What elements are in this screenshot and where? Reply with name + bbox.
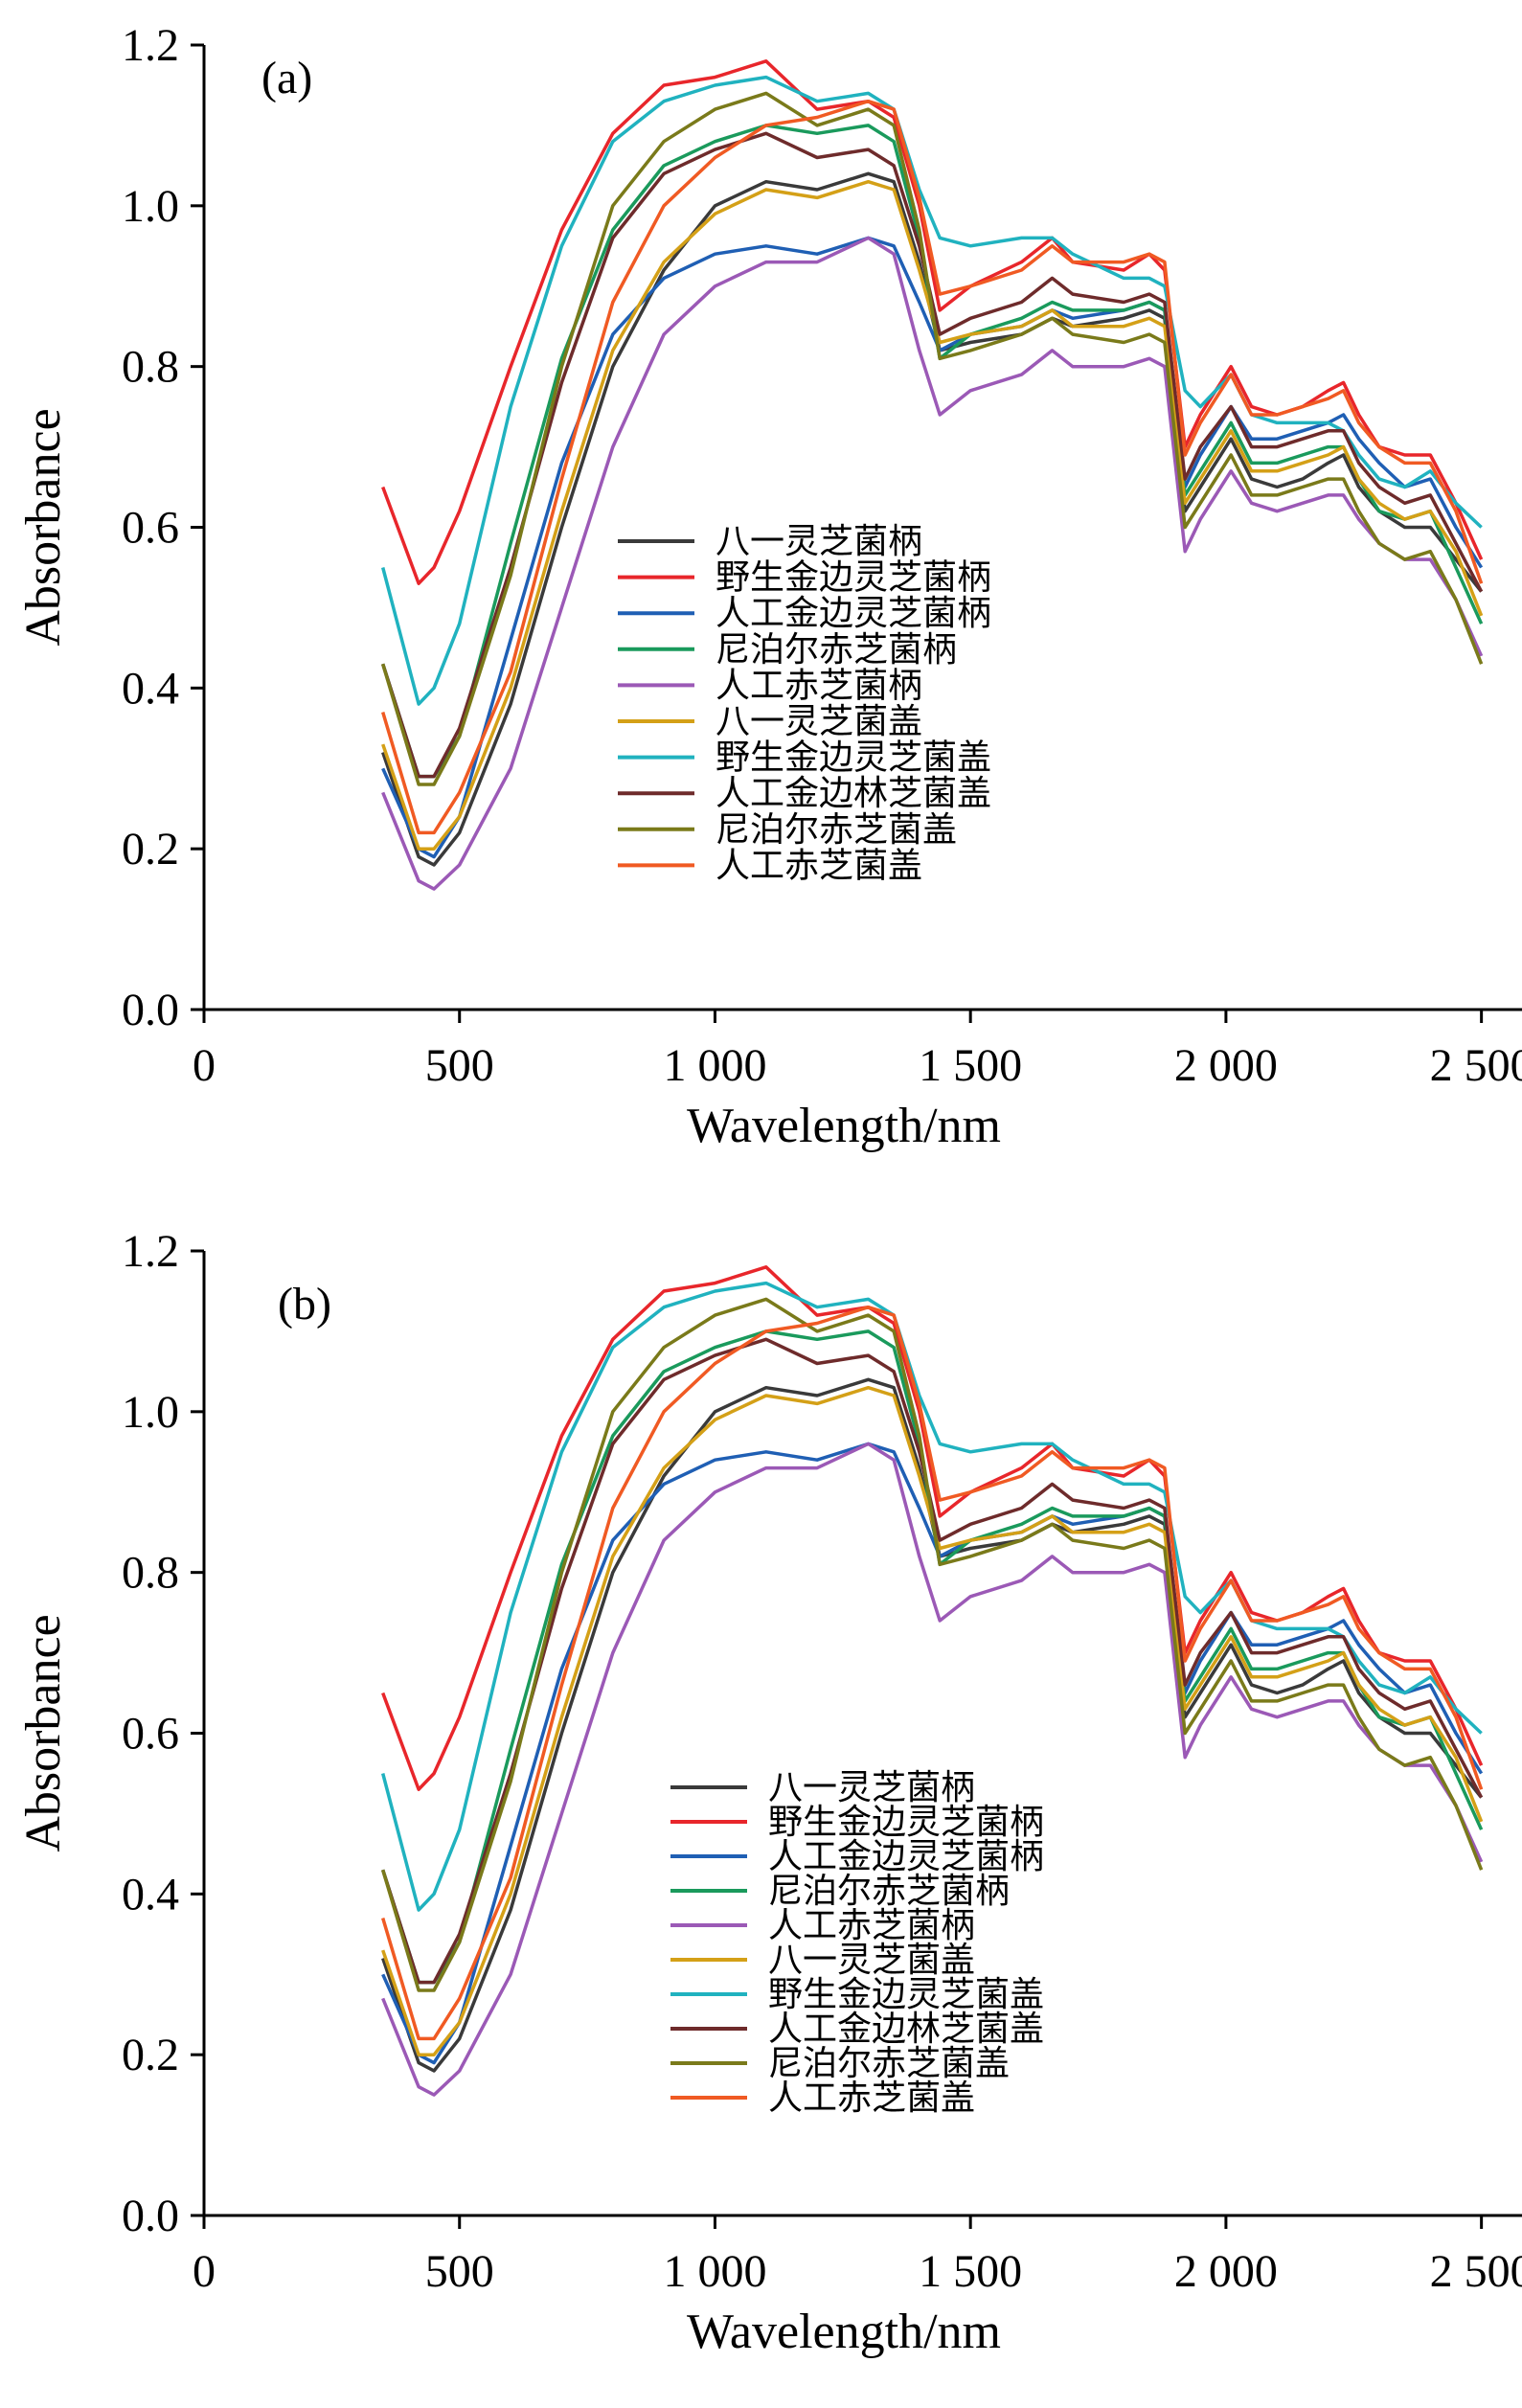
panel-b-legend-label-3: 人工金边灵芝菌柄 — [768, 1837, 1044, 1876]
panel-a-y-tick-label: 0.6 — [122, 503, 179, 554]
panel-a-series-line-1 — [381, 171, 1483, 867]
panel-a-legend-label-5: 人工赤芝菌柄 — [716, 666, 922, 705]
panel-a-x-tick-label: 500 — [425, 1040, 494, 1091]
panel-b-label: (b) — [278, 1279, 331, 1329]
panel-b-y-tick-label: 1.2 — [122, 1226, 179, 1277]
panel-b-x-tick-label: 2 500 — [1430, 2246, 1522, 2297]
panel-a-x-tick-label: 2 500 — [1430, 1040, 1522, 1091]
panel-b-legend-label-1: 八一灵芝菌柄 — [768, 1768, 975, 1807]
panel-b-legend-label-10: 人工赤芝菌盖 — [768, 2079, 975, 2118]
panel-a-x-tick-label: 1 500 — [919, 1040, 1022, 1091]
panel-a-y-tick-label: 0.0 — [122, 985, 179, 1035]
panel-b-y-axis-title: Absorbance — [16, 1614, 71, 1851]
panel-a-series-line-5 — [381, 236, 1484, 891]
panel-a-x-tick-label: 1 000 — [663, 1040, 766, 1091]
panel-b-x-tick-label: 500 — [425, 2246, 494, 2297]
panel-a-series-line-9 — [381, 91, 1484, 786]
panel-b-legend-label-2: 野生金边灵芝菌柄 — [768, 1803, 1044, 1842]
panel-b-x-tick-label: 0 — [193, 2246, 216, 2297]
panel-b-series-line-9 — [381, 1297, 1484, 1992]
panel-a-series-line-8 — [381, 131, 1484, 779]
panel-b-x-tick-label: 2 000 — [1174, 2246, 1278, 2297]
panel-b-legend-label-6: 八一灵芝菌盖 — [768, 1941, 975, 1980]
panel-b-x-axis-title: Wavelength/nm — [687, 2305, 1001, 2359]
panel-a-y-tick-label: 1.2 — [122, 20, 179, 71]
panel-b-series-line-2 — [381, 1265, 1484, 1791]
panel-a-y-tick-label: 0.2 — [122, 824, 179, 875]
panel-a-legend-label-6: 八一灵芝菌盖 — [716, 702, 922, 741]
panel-a-legend-label-1: 八一灵芝菌柄 — [716, 522, 922, 561]
panel-a-y-tick-label: 1.0 — [122, 181, 179, 232]
panel-b-y-tick-label: 0.6 — [122, 1709, 179, 1760]
panel-a-series-line-10 — [381, 99, 1484, 835]
panel-a-series-line-2 — [381, 59, 1484, 585]
chart-a-svg: 0 500 1 000 1 500 2 000 2 500 0.0 0.2 0.4 0.6 0.8 1… — [16, 20, 1522, 1153]
panel-a-legend-label-7: 野生金边灵芝菌盖 — [716, 738, 991, 778]
panel-b-legend-label-5: 人工赤芝菌柄 — [768, 1906, 975, 1945]
panel-b-legend-label-7: 野生金边灵芝菌盖 — [768, 1975, 1044, 2014]
panel-b-y-tick-label: 1.0 — [122, 1387, 179, 1438]
panel-b-legend-label-9: 尼泊尔赤芝菌盖 — [768, 2044, 1010, 2083]
panel-b-series-line-10 — [381, 1305, 1484, 2041]
panel-a-x-tick-label: 2 000 — [1174, 1040, 1278, 1091]
panel-a-y-tick-label: 0.8 — [122, 342, 179, 393]
panel-b-y-tick-label: 0.2 — [122, 2030, 179, 2080]
chart-panel-a: 0 500 1 000 1 500 2 000 2 500 0.0 0.2 0.4 0.6 0.8 1… — [16, 20, 1522, 1153]
panel-b-legend-label-8: 人工金边林芝菌盖 — [768, 2010, 1044, 2049]
panel-a-legend-label-4: 尼泊尔赤芝菌柄 — [716, 630, 957, 670]
panel-b-y-tick-label: 0.0 — [122, 2191, 179, 2241]
panel-a-series-line-6 — [381, 179, 1484, 851]
chart-b-svg: 0 500 1 000 1 500 2 000 2 500 0.0 0.2 0.4 0.6 0.8 1… — [16, 1226, 1522, 2359]
panel-b-series-line-3 — [381, 1442, 1484, 2065]
panel-b-series-line-1 — [381, 1377, 1483, 2073]
panel-a-y-tick-label: 0.4 — [122, 663, 179, 714]
panel-a-y-axis-title: Absorbance — [16, 408, 71, 646]
panel-a-legend-label-2: 野生金边灵芝菌柄 — [716, 558, 991, 598]
panel-a-x-tick-label: 0 — [193, 1040, 216, 1091]
panel-a-x-axis-title: Wavelength/nm — [687, 1099, 1001, 1153]
panel-b-legend-label-4: 尼泊尔赤芝菌柄 — [768, 1872, 1010, 1911]
panel-b-series-line-6 — [381, 1385, 1484, 2056]
panel-b-y-tick-label: 0.8 — [122, 1548, 179, 1599]
panel-b-x-tick-label: 1 500 — [919, 2246, 1022, 2297]
panel-a-legend-label-3: 人工金边灵芝菌柄 — [716, 594, 991, 633]
panel-b-y-tick-label: 0.4 — [122, 1869, 179, 1920]
chart-panel-b: 0 500 1 000 1 500 2 000 2 500 0.0 0.2 0.4 0.6 0.8 1… — [0, 1204, 1522, 2408]
panel-a-legend-label-8: 人工金边林芝菌盖 — [716, 774, 991, 813]
panel-a-label: (a) — [261, 53, 312, 103]
panel-a-legend-label-10: 人工赤芝菌盖 — [716, 846, 922, 885]
panel-b-series-line-5 — [381, 1442, 1484, 2097]
panel-a-series-line-3 — [381, 236, 1484, 859]
panel-b-series-line-8 — [381, 1337, 1484, 1985]
panel-a-legend-label-9: 尼泊尔赤芝菌盖 — [716, 810, 957, 850]
panel-b-x-tick-label: 1 000 — [663, 2246, 766, 2297]
